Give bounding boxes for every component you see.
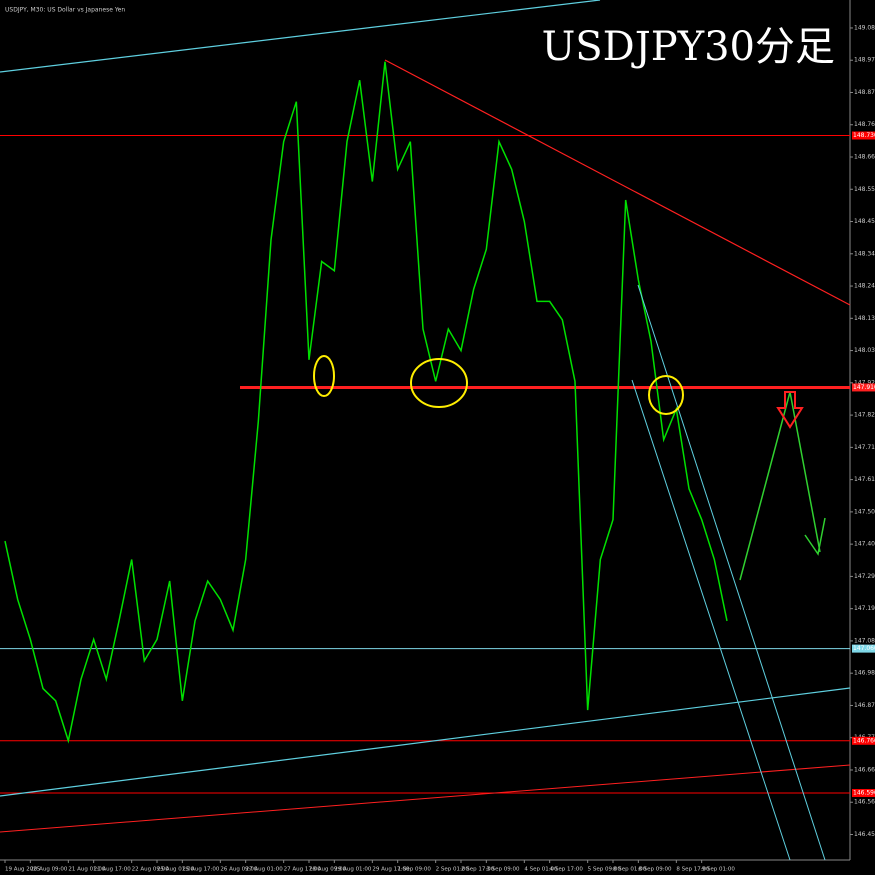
x-tick-label: 26 Aug 09:00 — [220, 867, 258, 873]
y-tick-label: 148.345 — [854, 250, 875, 257]
level-label-box — [852, 789, 875, 798]
highlight-ellipse — [410, 358, 468, 408]
y-tick-label: 148.555 — [854, 186, 875, 193]
y-tick-label: 146.980 — [854, 670, 875, 677]
x-tick-label: 25 Aug 01:00 — [157, 867, 195, 873]
y-tick-label: 146.875 — [854, 702, 875, 709]
y-tick-label: 148.450 — [854, 218, 875, 225]
y-tick-label: 149.080 — [854, 24, 875, 31]
x-tick-label: 1 Sep 09:00 — [398, 867, 432, 873]
y-tick-label: 148.870 — [854, 89, 875, 96]
x-tick-label: 2 Sep 17:00 — [461, 867, 495, 873]
level-label: 148.730 — [853, 132, 875, 139]
level-label-box — [852, 736, 875, 745]
x-tick-label: 9 Sep 01:00 — [702, 867, 736, 873]
level-label: 147.910 — [853, 384, 875, 391]
y-tick-label: 147.820 — [854, 412, 875, 419]
x-tick-label: 29 Aug 17:00 — [372, 867, 410, 873]
highlight-ellipse — [313, 355, 335, 397]
channel-line — [0, 687, 851, 797]
x-tick-label: 19 Aug 2025 — [5, 867, 41, 873]
x-tick-label: 5 Sep 09:00 — [588, 867, 622, 873]
highlight-ellipse — [648, 375, 684, 415]
x-tick-label: 20 Aug 09:00 — [30, 867, 68, 873]
y-tick-label: 147.295 — [854, 573, 875, 580]
x-tick-label: 25 Aug 17:00 — [182, 867, 220, 873]
y-tick-label: 148.135 — [854, 315, 875, 322]
trend-line — [0, 764, 851, 833]
x-tick-label: 4 Sep 17:00 — [550, 867, 584, 873]
channel-line — [631, 379, 791, 861]
y-tick-label: 146.560 — [854, 799, 875, 806]
x-tick-label: 4 Sep 01:00 — [524, 867, 558, 873]
level-label-box — [852, 644, 875, 653]
level-label: 147.060 — [853, 645, 875, 652]
x-tick-label: 27 Aug 17:00 — [284, 867, 322, 873]
y-tick-label: 148.975 — [854, 57, 875, 64]
x-tick-label: 28 Aug 09:00 — [309, 867, 347, 873]
level-label-box — [852, 383, 875, 392]
y-tick-label: 147.505 — [854, 508, 875, 515]
trend-line — [384, 59, 851, 306]
y-tick-label: 147.400 — [854, 541, 875, 548]
level-label: 146.760 — [853, 737, 875, 744]
x-tick-label: 29 Aug 01:00 — [334, 867, 372, 873]
chart-title: USDJPY30分足 — [542, 24, 835, 70]
channel-line — [0, 0, 601, 73]
y-tick-label: 147.715 — [854, 444, 875, 451]
y-tick-label: 148.030 — [854, 347, 875, 354]
y-tick-label: 147.925 — [854, 379, 875, 386]
arrow-head — [804, 517, 826, 556]
down-arrow — [776, 391, 804, 429]
y-tick-label: 146.455 — [854, 831, 875, 838]
price-line — [4, 61, 728, 744]
y-tick-label: 148.765 — [854, 121, 875, 128]
channel-line — [637, 284, 826, 861]
y-tick-label: 147.085 — [854, 637, 875, 644]
y-tick-label: 148.660 — [854, 154, 875, 161]
y-tick-label: 147.190 — [854, 605, 875, 612]
x-tick-label: 27 Aug 01:00 — [246, 867, 284, 873]
y-tick-label: 148.240 — [854, 283, 875, 290]
y-tick-label: 147.610 — [854, 476, 875, 483]
x-tick-label: 8 Sep 09:00 — [638, 867, 672, 873]
chart-subtitle: USDJPY, M30: US Dollar vs Japanese Yen — [5, 7, 125, 14]
x-tick-label: 2 Sep 01:00 — [436, 867, 470, 873]
level-label-box — [852, 131, 875, 140]
x-tick-label: 3 Sep 09:00 — [486, 867, 520, 873]
x-tick-label: 8 Sep 17:00 — [676, 867, 710, 873]
x-tick-label: 22 Aug 09:00 — [132, 867, 170, 873]
level-label: 146.590 — [853, 790, 875, 797]
x-tick-label: 21 Aug 17:00 — [94, 867, 132, 873]
y-tick-label: 146.665 — [854, 766, 875, 773]
plot-area: 149.080 148.975 148.870 148.765 148.660 148.5… — [0, 24, 875, 873]
x-tick-label: 8 Sep 01:00 — [613, 867, 647, 873]
x-tick-label: 21 Aug 01:00 — [68, 867, 106, 873]
